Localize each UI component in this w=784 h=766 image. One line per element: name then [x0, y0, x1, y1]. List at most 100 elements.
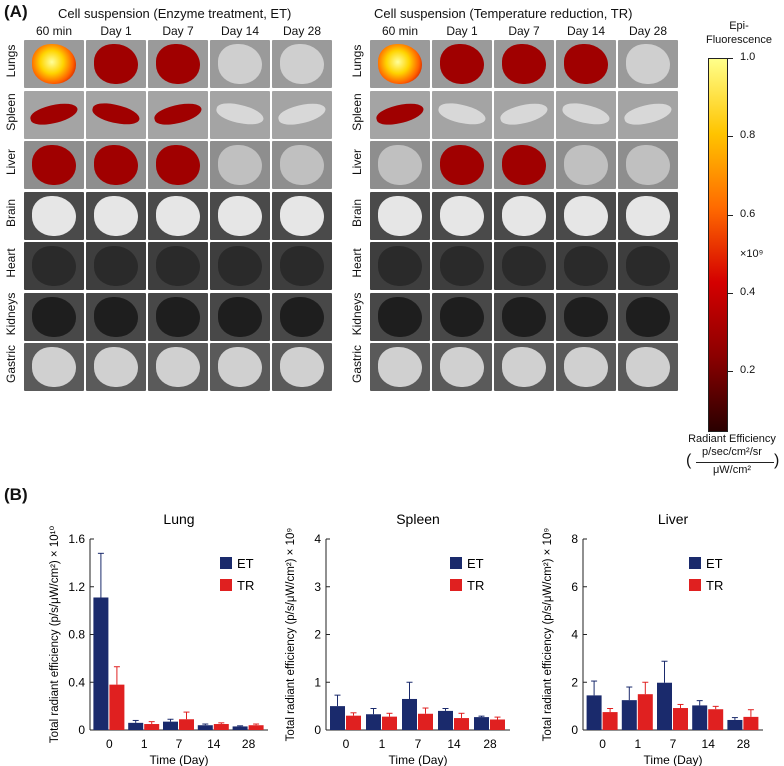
et-organ-image	[86, 343, 146, 391]
x-tick-label: 0	[343, 737, 350, 751]
bar-tr	[213, 724, 229, 730]
et-organ-image	[24, 343, 84, 391]
chart-title: Liver	[658, 511, 689, 527]
et-organ-label: Gastric	[4, 345, 18, 384]
bar-tr	[708, 709, 724, 730]
panel-a-label: (A)	[4, 2, 28, 21]
et-organ-image	[24, 292, 84, 341]
bar-et	[366, 714, 381, 730]
tr-organ-image	[618, 191, 678, 240]
spleen-chart: Spleen 0 1 2 3 4 Total radiant efficiency (p/s…	[285, 511, 510, 766]
bar-et	[402, 698, 417, 730]
et-organ-image	[86, 90, 146, 139]
y-axis-label: Total radiant efficiency (p/s/μW/cm²) × …	[49, 526, 61, 744]
y-tick-label: 0	[78, 723, 85, 737]
legend-swatch-et	[220, 557, 232, 569]
bar-tr	[346, 715, 361, 730]
legend-label-tr: TR	[237, 578, 254, 593]
tr-organ-image	[370, 191, 430, 240]
tr-organ-image	[370, 40, 430, 88]
et-day-label: Day 28	[282, 24, 322, 38]
legend-swatch-et	[689, 557, 701, 569]
tr-day-label: 60 min	[381, 24, 419, 38]
colorbar-unit-1: Radiant Efficiency	[688, 433, 776, 445]
tr-organ-image	[370, 141, 430, 189]
tr-day-label: Day 1	[446, 24, 478, 38]
x-tick-label: 1	[379, 737, 386, 751]
tr-organ-image	[556, 141, 616, 189]
tr-organ-label: Gastric	[350, 345, 364, 384]
colorbar-unit-2: p/sec/cm²/sr	[702, 446, 762, 458]
et-organ-label: Heart	[4, 248, 18, 278]
chart-title: Lung	[163, 511, 194, 527]
panel-b-label: (B)	[4, 485, 28, 504]
et-organ-image	[210, 90, 270, 139]
bar-et	[621, 700, 637, 730]
y-tick-label: 1.2	[68, 580, 85, 594]
et-organ-image	[148, 191, 208, 240]
bar-et	[438, 710, 453, 730]
et-organ-image	[272, 40, 332, 88]
tr-day-label: Day 14	[566, 24, 606, 38]
y-axis-label: Total radiant efficiency (p/s/μW/cm²) × …	[542, 528, 554, 742]
tr-organ-image	[494, 191, 554, 240]
colorbar-tick-label: 1.0	[740, 51, 756, 63]
tr-day-label: Day 28	[628, 24, 668, 38]
et-organ-image	[24, 90, 84, 139]
tr-organ-image	[494, 141, 554, 189]
y-tick-label: 2	[571, 675, 578, 689]
liver-chart: Liver 0 2 4 6 8 Total radiant efficiency (p/s/…	[542, 511, 763, 766]
colorbar-tick-mark	[728, 292, 733, 294]
bar-et	[93, 597, 109, 730]
y-tick-label: 0.4	[68, 675, 85, 689]
bar-tr	[144, 724, 160, 730]
y-tick-label: 4	[571, 628, 578, 642]
tr-organ-image	[618, 90, 678, 139]
bar-tr	[248, 725, 264, 730]
colorbar-tick-mark	[728, 136, 733, 138]
colorbar-title-2: Fluorescence	[705, 34, 773, 46]
colorbar-paren-right: )	[774, 452, 780, 469]
et-organ-image	[86, 292, 146, 341]
tr-organ-image	[494, 40, 554, 88]
legend-swatch-tr	[450, 579, 462, 591]
tr-organ-image	[432, 191, 492, 240]
et-organ-image	[148, 343, 208, 391]
x-tick-label: 7	[670, 737, 677, 751]
bar-et	[474, 717, 489, 730]
et-organ-image	[210, 343, 270, 391]
tr-organ-image	[370, 343, 430, 391]
y-axis-label: Total radiant efficiency (p/s/μW/cm²) × …	[285, 528, 297, 742]
et-organ-image	[148, 141, 208, 189]
tr-organ-image	[618, 141, 678, 189]
tr-grid-title: Cell suspension (Temperature reduction, …	[374, 6, 633, 21]
x-axis-label: Time (Day)	[644, 753, 703, 766]
tr-organ-image	[556, 343, 616, 391]
x-tick-label: 1	[634, 737, 641, 751]
colorbar-title-1: Epi-	[729, 20, 749, 32]
bar-tr	[602, 712, 618, 730]
x-tick-label: 28	[737, 737, 751, 751]
colorbar-tick-mark	[728, 371, 733, 373]
et-organ-image	[24, 40, 84, 88]
tr-day-label: Day 7	[508, 24, 540, 38]
et-organ-image	[272, 292, 332, 341]
tr-organ-label: Spleen	[350, 92, 364, 131]
colorbar-unit-divider	[696, 462, 774, 463]
et-organ-image	[210, 292, 270, 341]
tr-organ-image	[618, 292, 678, 341]
tr-organ-image	[494, 292, 554, 341]
x-axis-label: Time (Day)	[389, 753, 448, 766]
tr-organ-label: Kidneys	[350, 292, 364, 335]
tr-organ-image	[494, 90, 554, 139]
tr-organ-image	[494, 343, 554, 391]
colorbar-tick-label: 0.8	[740, 129, 756, 142]
bar-tr	[179, 719, 194, 730]
tr-organ-image	[556, 292, 616, 341]
bar-tr	[418, 713, 433, 730]
bar-tr	[490, 719, 505, 730]
colorbar-gradient	[708, 58, 728, 432]
et-organ-label: Brain	[4, 198, 18, 227]
legend-swatch-et	[450, 557, 462, 569]
x-tick-label: 7	[176, 737, 183, 751]
